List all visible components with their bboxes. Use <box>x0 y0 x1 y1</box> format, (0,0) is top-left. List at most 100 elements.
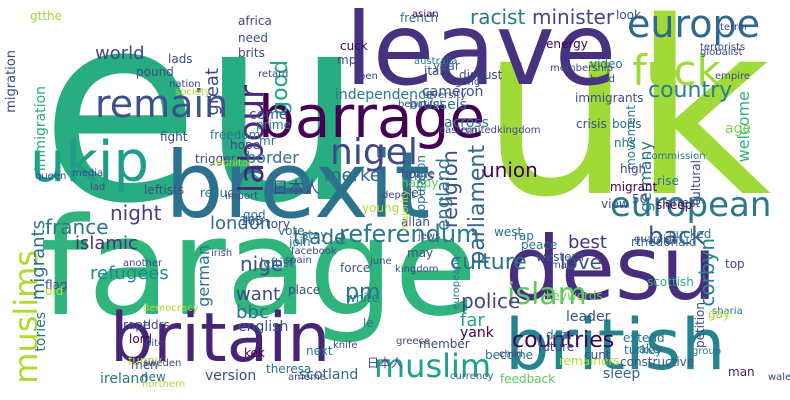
word-feedback: feedback <box>500 372 556 386</box>
word-night: night <box>110 201 162 225</box>
word-movement: movement <box>624 105 638 170</box>
word-remainers: remainers <box>559 354 620 368</box>
word-constructive: constructive <box>620 355 695 369</box>
word-kek: kek <box>244 346 265 360</box>
word-reduce: reduce <box>200 186 242 200</box>
word-retard: retard <box>258 69 289 80</box>
word-refugees: refugees <box>90 263 169 284</box>
word-may: may <box>407 246 434 260</box>
word-lad: lad <box>90 182 106 193</box>
word-eu: eu <box>40 0 365 261</box>
word-young: young <box>362 201 400 215</box>
word-tory: tory <box>266 217 291 231</box>
word-rthedonald: rthedonald <box>631 235 697 249</box>
word-nhs: nhs <box>614 136 636 150</box>
word-cameron: cameron <box>422 84 484 100</box>
word-migration: migration <box>4 50 19 113</box>
word-version: version <box>205 368 257 384</box>
word-yank: yank <box>460 325 494 341</box>
word-boris: boris <box>612 117 642 131</box>
word-guardian: guardian <box>634 234 679 245</box>
word-next: next <box>306 344 333 358</box>
word-farage: farage <box>40 189 478 346</box>
word-cjk1: 日本人 <box>272 178 321 197</box>
word-gang: gang <box>455 77 481 88</box>
word-eastern: eastern <box>439 125 477 136</box>
word-rape: rape <box>123 318 151 332</box>
word-best: best <box>568 232 607 253</box>
word-border: border <box>246 148 299 167</box>
word-cucked: cucked <box>669 227 712 241</box>
word-terrorists: terrorists <box>700 42 746 53</box>
word-population: population <box>414 155 428 219</box>
word-member: member <box>419 337 470 351</box>
word-australia: australia <box>414 56 458 67</box>
word-keywords: keywords <box>546 289 603 303</box>
word-spain: spain <box>285 255 312 266</box>
word-european: european <box>610 185 772 225</box>
word-want: want <box>236 284 281 305</box>
word-jews: jews <box>418 231 441 242</box>
word-back: back <box>648 222 706 250</box>
word-trigger: trigger <box>195 152 236 166</box>
word-german: german <box>194 245 213 307</box>
word-islamic: islamic <box>75 233 138 254</box>
word-monitor: monitor <box>213 158 253 169</box>
word-gay: gay <box>708 307 731 321</box>
word-child: child <box>499 349 523 360</box>
word-old: old <box>45 284 64 298</box>
word-commission: commission <box>646 151 706 162</box>
word-mp: mp <box>337 53 357 67</box>
word-force: force <box>340 261 371 275</box>
word-sleep: sleep <box>603 366 641 382</box>
word-view: view <box>601 197 629 211</box>
word-britain: britain <box>110 299 331 378</box>
word-freedom: freedom <box>210 128 261 142</box>
word-future: future <box>538 340 575 354</box>
word-facebook: facebook <box>291 246 337 257</box>
word-need: need <box>238 31 268 45</box>
word-nige: nige <box>240 252 284 276</box>
word-pm: pm <box>345 280 381 305</box>
word-allah: allah <box>401 215 430 229</box>
word-video: video <box>590 57 623 71</box>
word-leftists: leftists <box>144 183 184 197</box>
word-june: june <box>370 256 392 267</box>
word-energy: energy <box>546 37 588 51</box>
word-wales: wales <box>768 372 790 383</box>
word-peace: peace <box>521 238 558 252</box>
word-islam: islam <box>507 277 587 312</box>
word-come: come <box>249 107 288 123</box>
word-kingdom: kingdom <box>395 264 439 275</box>
word-queen: queen <box>35 171 67 182</box>
word-terror: terror <box>720 22 749 33</box>
word-far: far <box>460 310 485 331</box>
word-man: man <box>728 365 755 379</box>
word-fight: fight <box>160 130 188 144</box>
word-ukip: ukip <box>30 130 150 195</box>
word-trade: trade <box>293 225 347 249</box>
word-merkel: merkel <box>324 165 386 186</box>
word-new: new <box>141 370 166 384</box>
word-love: love <box>560 250 602 274</box>
word-another: another <box>123 258 163 269</box>
word-white: white <box>346 291 379 305</box>
word-sweden: sweden <box>143 358 182 369</box>
word-africa: africa <box>238 14 272 28</box>
word-cunt: cunt <box>584 348 611 362</box>
word-beautiful: beautiful <box>398 99 443 110</box>
word-year: year <box>433 59 460 73</box>
word-london: london <box>210 213 272 234</box>
word-empire: empire <box>715 71 751 82</box>
word-england: england <box>433 158 454 231</box>
word-nation: nation <box>169 79 201 90</box>
word-democracy: democracy <box>143 303 199 314</box>
word-age: age <box>725 121 752 137</box>
word-immigrants: immigrants <box>575 91 644 105</box>
word-rise: rise <box>657 174 679 188</box>
word-racist: racist <box>470 5 526 29</box>
word-deal: deal <box>546 328 572 342</box>
word-prime: prime <box>256 118 291 132</box>
word-irish: irish <box>211 248 233 259</box>
